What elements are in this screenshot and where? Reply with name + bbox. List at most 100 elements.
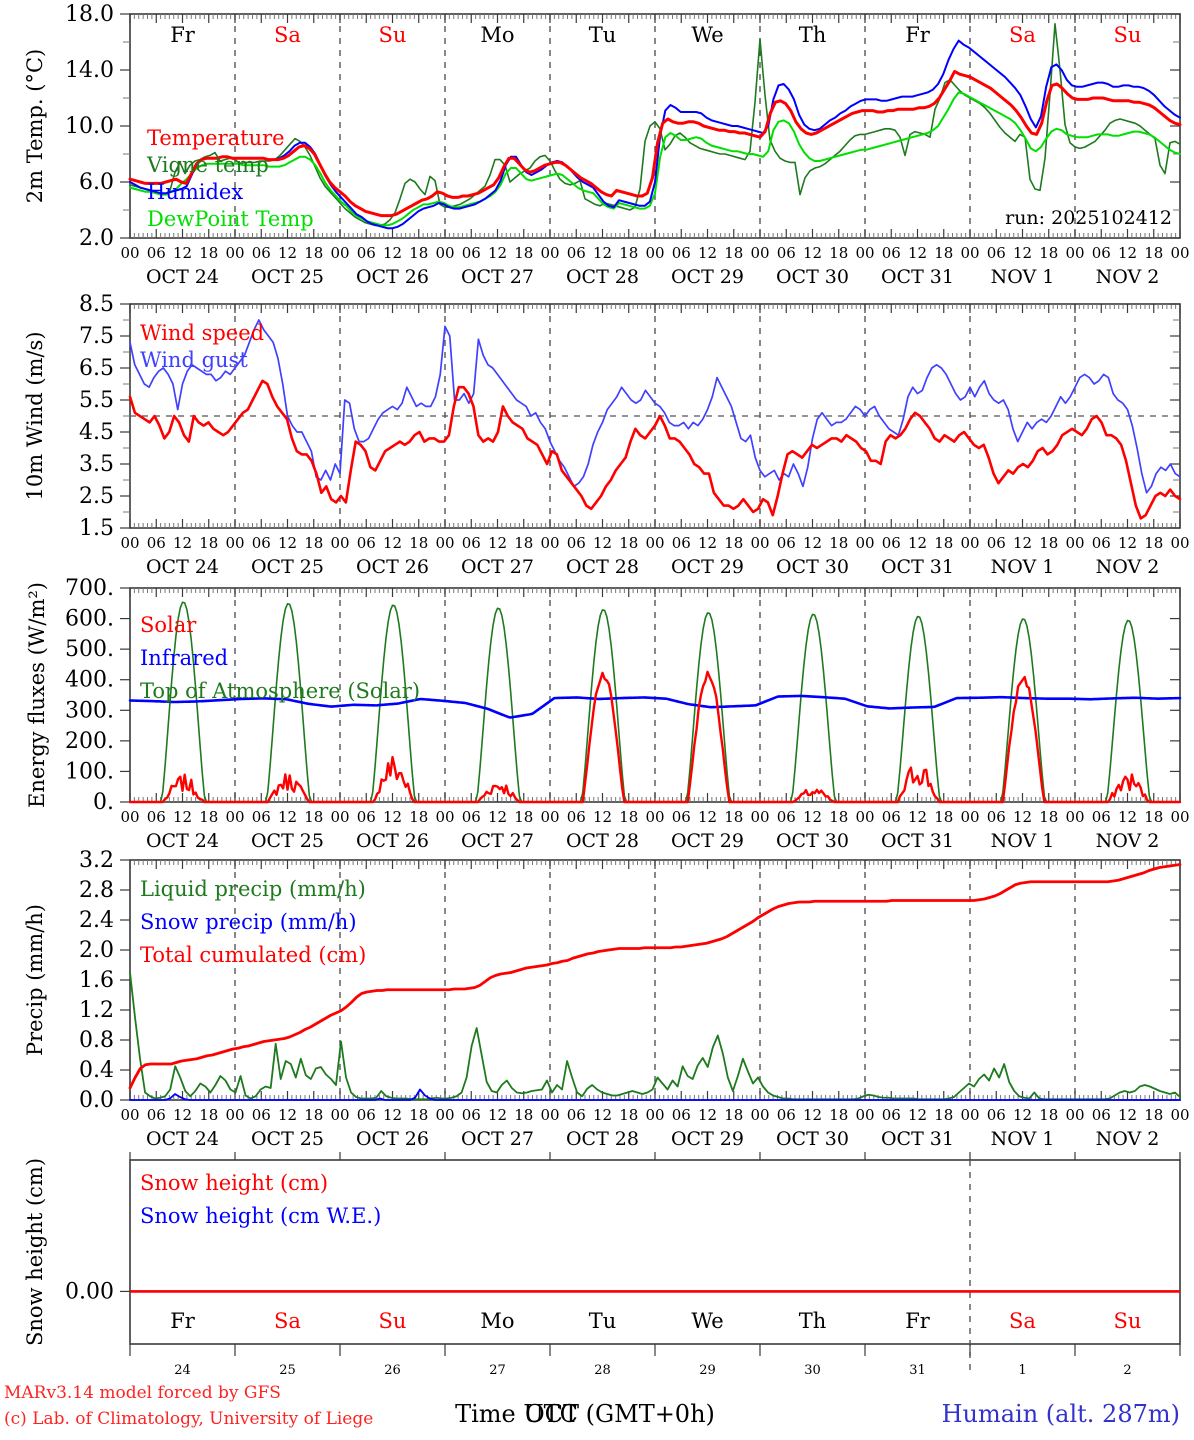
y-axis-title: Precip (mm/h) [23, 904, 47, 1056]
hour-tick-label: 12 [278, 244, 297, 262]
legend-entry: Infrared [140, 646, 228, 670]
day-label: OCT 29 [671, 1128, 744, 1150]
hour-tick-label: 06 [252, 808, 271, 826]
hour-tick-label: 06 [672, 808, 691, 826]
day-label: NOV 1 [991, 266, 1055, 288]
hour-tick-label: 12 [1013, 1106, 1032, 1124]
hour-tick-label: 12 [698, 534, 717, 552]
y-tick-label: 6.0 [79, 170, 114, 195]
y-tick-label: 0.8 [79, 1028, 114, 1053]
hour-tick-label: 00 [435, 808, 454, 826]
hour-tick-label: 12 [908, 808, 927, 826]
hour-tick-label: 12 [593, 808, 612, 826]
hour-tick-label: 12 [278, 808, 297, 826]
series-line [128, 694, 1182, 719]
weekday-label: Tu [589, 23, 617, 47]
hour-tick-label: 12 [383, 1106, 402, 1124]
legend-entry: Snow precip (mm/h) [140, 910, 357, 934]
hour-tick-label: 18 [514, 1106, 533, 1124]
hour-tick-label: 18 [1144, 534, 1163, 552]
hour-tick-label: 00 [645, 534, 664, 552]
hour-tick-label: 18 [409, 534, 428, 552]
hour-tick-label: 00 [960, 1106, 979, 1124]
y-tick-label: 500. [65, 637, 114, 662]
y-tick-label: 18.0 [65, 2, 114, 27]
day-label: NOV 1 [991, 1128, 1055, 1150]
series-line [129, 91, 1181, 227]
hour-tick-label: 00 [645, 808, 664, 826]
weekday-label: Sa [274, 23, 301, 47]
series-line [128, 379, 1182, 520]
hour-tick-label: 06 [252, 244, 271, 262]
hour-tick-label: 18 [199, 534, 218, 552]
hour-tick-label: 06 [777, 244, 796, 262]
hour-tick-label: 18 [829, 534, 848, 552]
weekday-label: Sa [274, 1309, 301, 1333]
day-number-label: 30 [804, 1363, 821, 1378]
hour-tick-label: 18 [304, 534, 323, 552]
hour-tick-label: 18 [199, 1106, 218, 1124]
footer-copyright-line: (c) Lab. of Climatology, University of L… [4, 1409, 373, 1429]
day-label: NOV 2 [1096, 266, 1160, 288]
hour-tick-label: 12 [908, 1106, 927, 1124]
y-tick-label: 8.5 [79, 292, 114, 317]
hour-tick-label: 00 [540, 534, 559, 552]
hour-tick-label: 06 [672, 1106, 691, 1124]
day-label: OCT 29 [671, 266, 744, 288]
hour-tick-label: 06 [567, 1106, 586, 1124]
hour-tick-label: 18 [619, 534, 638, 552]
hour-tick-label: 06 [777, 808, 796, 826]
day-label: OCT 25 [251, 556, 324, 578]
hour-tick-label: 06 [462, 534, 481, 552]
hour-tick-label: 00 [435, 534, 454, 552]
legend-entry: Liquid precip (mm/h) [140, 877, 366, 901]
y-tick-label: 5.5 [79, 388, 114, 413]
hour-tick-label: 18 [1144, 1106, 1163, 1124]
hour-tick-label: 12 [1118, 1106, 1137, 1124]
weekday-label: Fr [905, 23, 931, 47]
weekday-label: Fr [170, 23, 196, 47]
hour-tick-label: 00 [435, 1106, 454, 1124]
day-label: OCT 24 [146, 830, 219, 852]
hour-tick-label: 12 [173, 1106, 192, 1124]
hour-tick-label: 06 [147, 1106, 166, 1124]
y-tick-label: 14.0 [65, 58, 114, 83]
hour-tick-label: 00 [855, 808, 874, 826]
weekday-label: Su [379, 1309, 407, 1333]
hour-tick-label: 18 [409, 808, 428, 826]
hour-tick-label: 18 [724, 1106, 743, 1124]
weekday-label: Su [1114, 23, 1142, 47]
hour-tick-label: 18 [1039, 1106, 1058, 1124]
y-tick-label: 2.4 [79, 908, 114, 933]
legend-entry: Temperature [147, 126, 285, 150]
weekday-label: Sa [1009, 23, 1036, 47]
y-tick-label: 2.0 [79, 938, 114, 963]
hour-tick-label: 00 [855, 534, 874, 552]
hour-tick-label: 18 [934, 1106, 953, 1124]
hour-tick-label: 06 [567, 808, 586, 826]
hour-tick-label: 00 [960, 534, 979, 552]
hour-tick-label: 06 [672, 244, 691, 262]
y-tick-label: 2.8 [79, 878, 114, 903]
hour-tick-label: 00 [1170, 534, 1189, 552]
y-tick-label: 7.5 [79, 324, 114, 349]
hour-tick-label: 00 [540, 808, 559, 826]
hour-tick-label: 06 [252, 534, 271, 552]
hour-tick-label: 00 [855, 244, 874, 262]
hour-tick-label: 12 [1118, 244, 1137, 262]
hour-tick-label: 12 [1013, 244, 1032, 262]
hour-tick-label: 12 [698, 244, 717, 262]
legend-entry: Total cumulated (cm) [140, 943, 366, 967]
weekday-label: We [691, 1309, 723, 1333]
hour-tick-label: 18 [409, 1106, 428, 1124]
day-label: OCT 25 [251, 266, 324, 288]
y-tick-label: 3.5 [79, 452, 114, 477]
day-label: OCT 29 [671, 830, 744, 852]
hour-tick-label: 06 [147, 244, 166, 262]
day-label: OCT 31 [881, 266, 954, 288]
hour-tick-label: 00 [120, 244, 139, 262]
hour-tick-label: 12 [383, 808, 402, 826]
series-line [128, 69, 1182, 218]
hour-tick-label: 12 [173, 534, 192, 552]
legend-entry: Humidex [147, 180, 243, 204]
